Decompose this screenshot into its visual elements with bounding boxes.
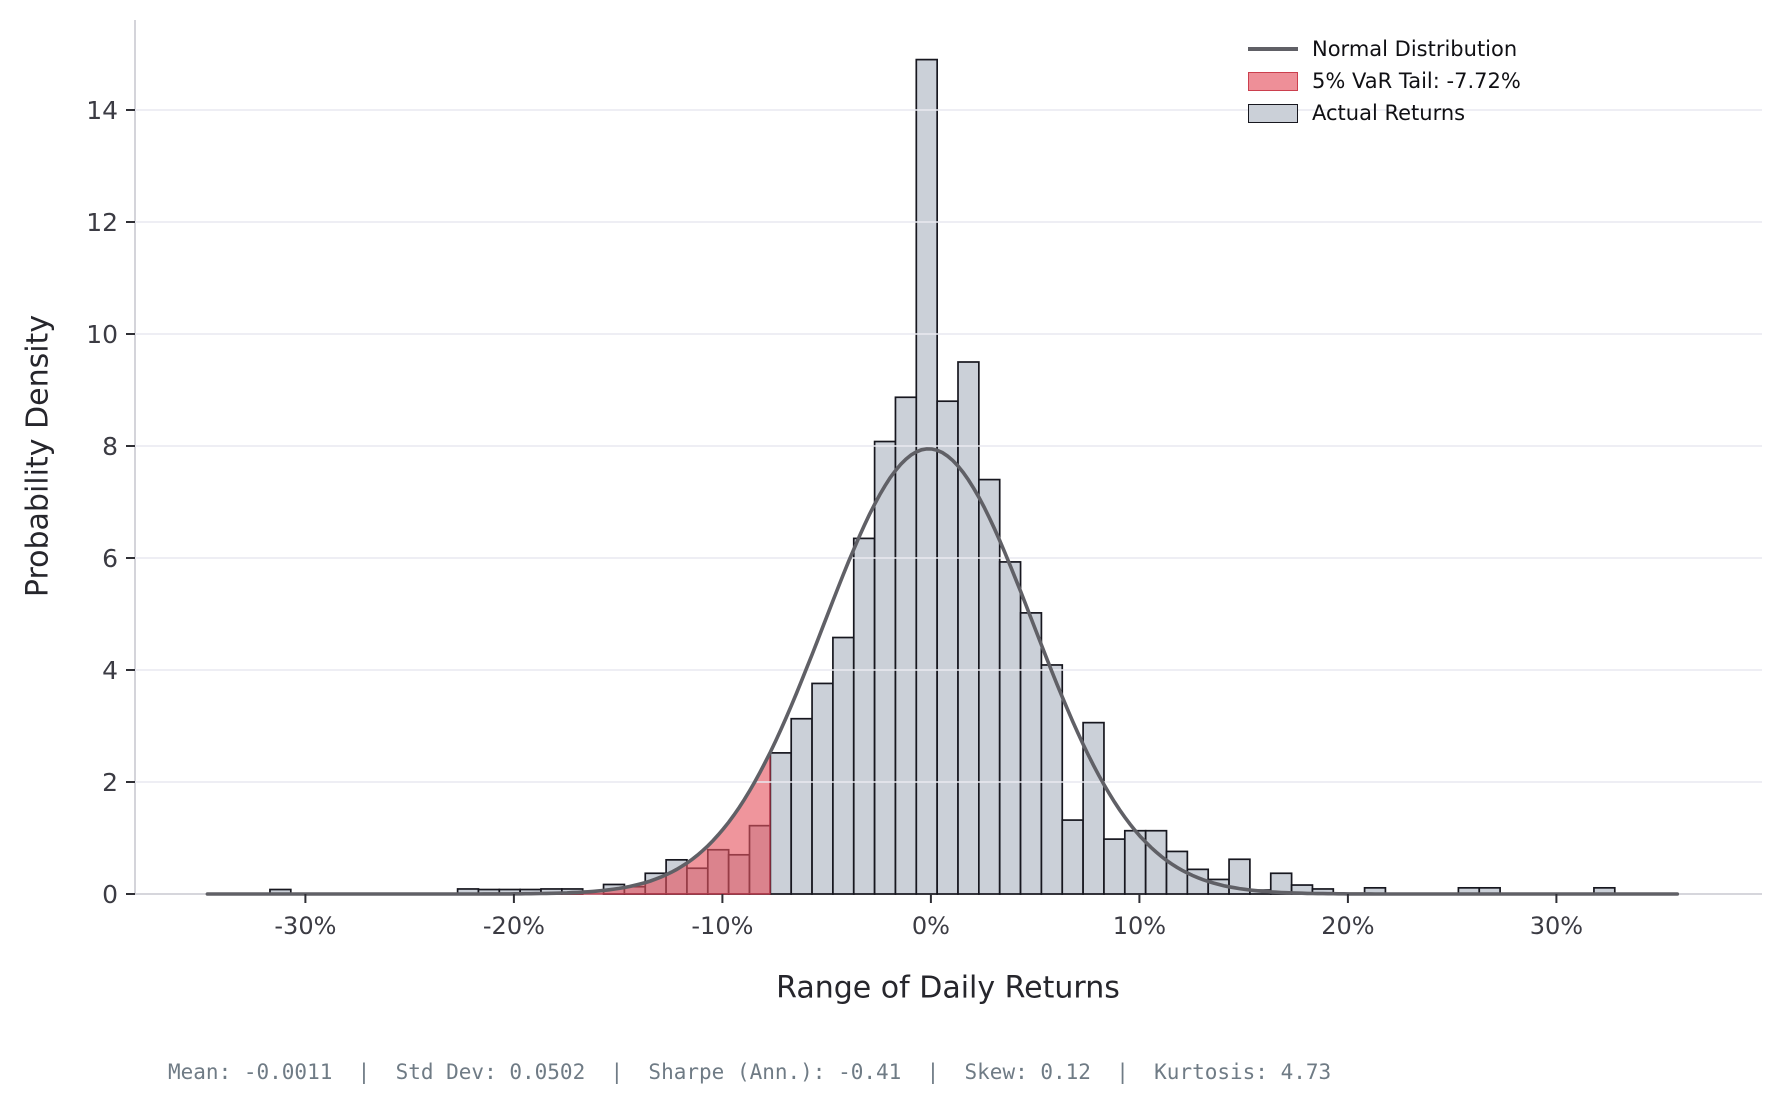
legend-label-actual: Actual Returns bbox=[1312, 101, 1466, 125]
svg-text:20%: 20% bbox=[1321, 912, 1374, 940]
x-axis-label: Range of Daily Returns bbox=[776, 970, 1120, 1006]
actual-returns-swatch-icon bbox=[1248, 103, 1298, 123]
var-tail-swatch-icon bbox=[1248, 71, 1298, 91]
legend-item-normal-distribution: Normal Distribution bbox=[1248, 33, 1521, 65]
svg-text:12: 12 bbox=[86, 208, 118, 237]
y-axis-label: Probability Density bbox=[20, 314, 56, 598]
svg-text:4: 4 bbox=[102, 656, 118, 685]
legend: Normal Distribution 5% VaR Tail: -7.72% … bbox=[1248, 33, 1521, 129]
svg-text:-20%: -20% bbox=[483, 912, 545, 940]
svg-text:30%: 30% bbox=[1530, 912, 1583, 940]
svg-text:8: 8 bbox=[102, 432, 118, 461]
legend-label-var: 5% VaR Tail: -7.72% bbox=[1312, 69, 1521, 93]
svg-text:10: 10 bbox=[86, 320, 118, 349]
svg-text:-10%: -10% bbox=[691, 912, 753, 940]
svg-text:10%: 10% bbox=[1113, 912, 1166, 940]
svg-text:2: 2 bbox=[102, 768, 118, 797]
legend-item-var-tail: 5% VaR Tail: -7.72% bbox=[1248, 65, 1521, 97]
stats-line: Mean: -0.0011 | Std Dev: 0.0502 | Sharpe… bbox=[168, 1060, 1332, 1084]
normal-line-swatch-icon bbox=[1248, 47, 1298, 51]
svg-text:0%: 0% bbox=[912, 912, 950, 940]
svg-text:14: 14 bbox=[86, 96, 118, 125]
svg-text:6: 6 bbox=[102, 544, 118, 573]
legend-label-normal: Normal Distribution bbox=[1312, 37, 1518, 61]
svg-text:-30%: -30% bbox=[274, 912, 336, 940]
svg-text:0: 0 bbox=[102, 880, 118, 909]
legend-item-actual-returns: Actual Returns bbox=[1248, 97, 1521, 129]
